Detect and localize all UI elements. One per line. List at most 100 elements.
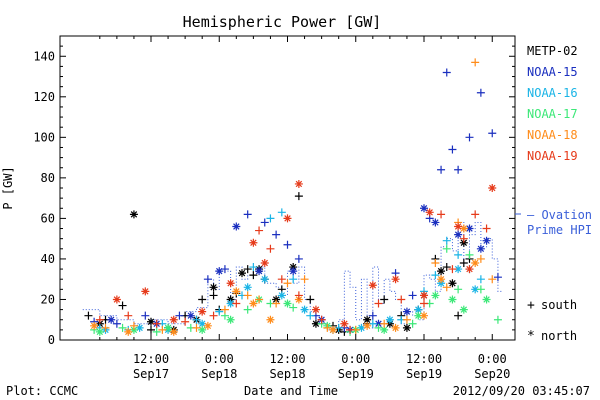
noaa-16-north-point xyxy=(198,319,207,328)
noaa-15-south-point xyxy=(141,311,150,320)
noaa-19-north-point xyxy=(260,258,269,267)
noaa-19-south-point xyxy=(255,226,264,235)
noaa-18-north-point xyxy=(124,327,133,336)
y-tick-label: 80 xyxy=(41,171,55,185)
noaa-15-south-point xyxy=(437,165,446,174)
noaa-18-north-point xyxy=(329,325,337,334)
y-tick-label: 20 xyxy=(41,292,55,306)
noaa-19-north-point xyxy=(420,291,428,300)
noaa-19-north-point xyxy=(311,305,320,314)
noaa-16-south-point xyxy=(442,236,451,245)
x-tick-labels: 12:00Sep170:00Sep1812:00Sep180:00Sep1912… xyxy=(133,352,510,381)
noaa-17-south-point xyxy=(118,323,127,332)
noaa-16-north-point xyxy=(437,279,446,288)
noaa-19-north-point xyxy=(465,265,474,274)
metp-02-north-point xyxy=(437,267,446,276)
noaa-15-south-point xyxy=(448,145,457,154)
legend-noaa-16: NOAA-16 xyxy=(527,86,578,100)
metp-02-north-point xyxy=(226,295,235,304)
noaa-15-south-point xyxy=(203,275,212,284)
noaa-18-south-point xyxy=(220,305,229,314)
noaa-16-north-point xyxy=(357,323,366,332)
noaa-17-south-point xyxy=(465,250,474,259)
noaa-15-north-point xyxy=(482,236,491,245)
metp-02-north-point xyxy=(459,238,468,247)
noaa-16-north-point xyxy=(243,283,252,292)
satellite-points xyxy=(84,58,502,336)
noaa-19-north-point xyxy=(283,214,292,223)
noaa-19-south-point xyxy=(374,299,383,308)
noaa-16-south-point xyxy=(368,319,377,328)
x-axis-label: Date and Time xyxy=(244,384,338,398)
noaa-16-north-point xyxy=(385,315,394,324)
noaa-15-north-point xyxy=(107,315,116,324)
metp-02-north-point xyxy=(311,319,320,328)
noaa-18-north-point xyxy=(249,299,258,308)
marker-legend: + south * north xyxy=(527,298,577,344)
y-tick-label: 100 xyxy=(33,130,55,144)
noaa-19-south-point xyxy=(346,325,355,334)
marker-legend-south-symbol: + xyxy=(527,298,535,313)
y-tick-label: 140 xyxy=(33,49,55,63)
noaa-15-south-point xyxy=(408,291,417,300)
noaa-17-south-point xyxy=(476,285,485,294)
noaa-19-south-point xyxy=(181,317,190,326)
noaa-18-north-point xyxy=(232,287,241,296)
metp-02-north-point xyxy=(238,269,246,278)
noaa-16-south-point xyxy=(476,275,485,284)
noaa-18-south-point xyxy=(158,325,167,334)
noaa-15-north-point xyxy=(402,307,411,316)
y-axis-label: P [GW] xyxy=(1,166,15,209)
noaa-17-north-point xyxy=(226,315,235,324)
legend-noaa-15: NOAA-15 xyxy=(527,65,578,79)
noaa-19-north-point xyxy=(294,179,303,188)
x-tick-time: 0:00 xyxy=(205,352,234,366)
x-tick-date: Sep18 xyxy=(201,367,237,381)
noaa-16-south-point xyxy=(289,275,298,284)
x-tick-date: Sep19 xyxy=(338,367,374,381)
noaa-19-south-point xyxy=(95,315,104,324)
noaa-17-south-point xyxy=(289,303,298,312)
noaa-15-north-point xyxy=(465,224,474,233)
x-tick-time: 0:00 xyxy=(478,352,507,366)
noaa-15-north-point xyxy=(420,204,428,213)
noaa-18-north-point xyxy=(169,327,178,336)
noaa-15-south-point xyxy=(283,240,292,249)
metp-02-south-point xyxy=(84,311,93,320)
legend-noaa-19: NOAA-19 xyxy=(527,149,578,163)
plot-credit: Plot: CCMC xyxy=(6,384,78,398)
noaa-15-south-point xyxy=(465,133,474,142)
noaa-15-south-point xyxy=(260,218,269,227)
noaa-19-north-point xyxy=(141,287,150,296)
noaa-18-north-point xyxy=(294,295,303,304)
noaa-15-south-point xyxy=(112,319,121,328)
noaa-16-north-point xyxy=(454,265,463,274)
noaa-19-south-point xyxy=(152,319,161,328)
noaa-17-north-point xyxy=(198,325,207,334)
noaa-17-south-point xyxy=(243,305,252,314)
metp-02-north-point xyxy=(402,323,411,332)
y-tick-labels: 0 20 40 60 80 100 120 140 xyxy=(33,49,55,347)
metp-02-south-point xyxy=(147,325,155,334)
noaa-18-south-point xyxy=(255,295,264,304)
noaa-18-south-point xyxy=(476,254,485,263)
noaa-19-north-point xyxy=(169,315,178,324)
plot-axes xyxy=(59,35,516,341)
metp-02-south-point xyxy=(380,295,389,304)
noaa-19-north-point xyxy=(198,307,207,316)
noaa-18-north-point xyxy=(459,224,468,233)
noaa-17-north-point xyxy=(448,295,457,304)
marker-legend-north-label: north xyxy=(541,329,577,343)
noaa-15-north-point xyxy=(186,311,195,320)
noaa-15-south-point xyxy=(368,311,377,320)
noaa-18-north-point xyxy=(420,311,428,320)
x-tick-time: 12:00 xyxy=(133,352,169,366)
noaa-19-north-point xyxy=(340,319,349,328)
chart-title: Hemispheric Power [GW] xyxy=(183,13,382,31)
noaa-17-south-point xyxy=(408,319,417,328)
legend-noaa-17: NOAA-17 xyxy=(527,107,578,121)
noaa-19-south-point xyxy=(459,234,468,243)
noaa-18-north-point xyxy=(437,275,446,284)
noaa-19-north-point xyxy=(488,184,497,192)
noaa-16-south-point xyxy=(266,214,275,223)
